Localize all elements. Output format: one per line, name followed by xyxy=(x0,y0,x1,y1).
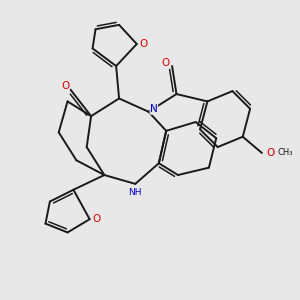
Text: O: O xyxy=(139,39,147,49)
Text: O: O xyxy=(61,81,69,91)
Text: NH: NH xyxy=(128,188,142,196)
Text: O: O xyxy=(267,148,275,158)
Text: N: N xyxy=(150,104,158,114)
Text: O: O xyxy=(161,58,170,68)
Text: CH₃: CH₃ xyxy=(277,148,292,158)
Text: O: O xyxy=(92,214,100,224)
Text: O: O xyxy=(266,148,274,158)
